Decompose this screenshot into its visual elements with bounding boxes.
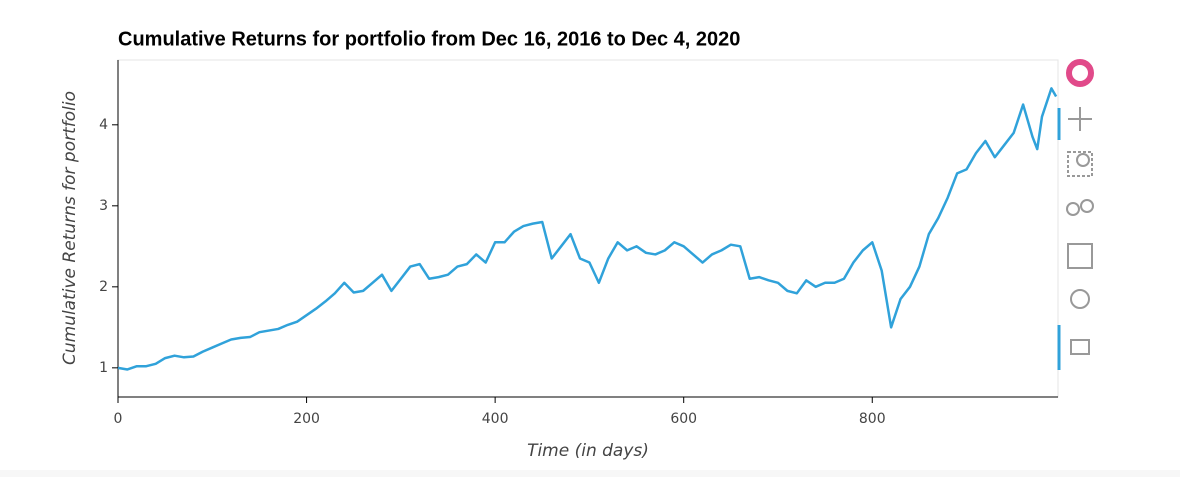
y-axis-label: Cumulative Returns for portfolio: [60, 91, 80, 365]
zoom-tool[interactable]: [1067, 151, 1093, 177]
x-tick-label: 400: [482, 411, 509, 427]
x-tick-label: 200: [293, 411, 320, 427]
x-axis-label: Time (in days): [527, 441, 649, 461]
toolbar: [1057, 59, 1094, 370]
reset-tool[interactable]: [1070, 289, 1090, 309]
wheel-zoom-tool[interactable]: [1066, 199, 1094, 216]
line: [117, 87, 1058, 371]
bokeh-logo[interactable]: [1066, 59, 1094, 87]
x-tick-label: 0: [114, 411, 123, 427]
pan-tool[interactable]: [1068, 107, 1092, 131]
y-tick-label: 2: [99, 279, 108, 295]
y-tick-label: 1: [99, 360, 108, 376]
chart-title: Cumulative Returns for portfolio from De…: [118, 28, 740, 50]
y-tick-label: 3: [99, 198, 108, 214]
plot-frame: [117, 59, 1059, 398]
save-tool[interactable]: [1067, 243, 1093, 269]
hover-tool[interactable]: [1070, 339, 1090, 355]
y-tick-label: 4: [99, 117, 108, 133]
x-tick-label: 800: [859, 411, 886, 427]
footer-band: [0, 470, 1180, 477]
x-tick-label: 600: [670, 411, 697, 427]
